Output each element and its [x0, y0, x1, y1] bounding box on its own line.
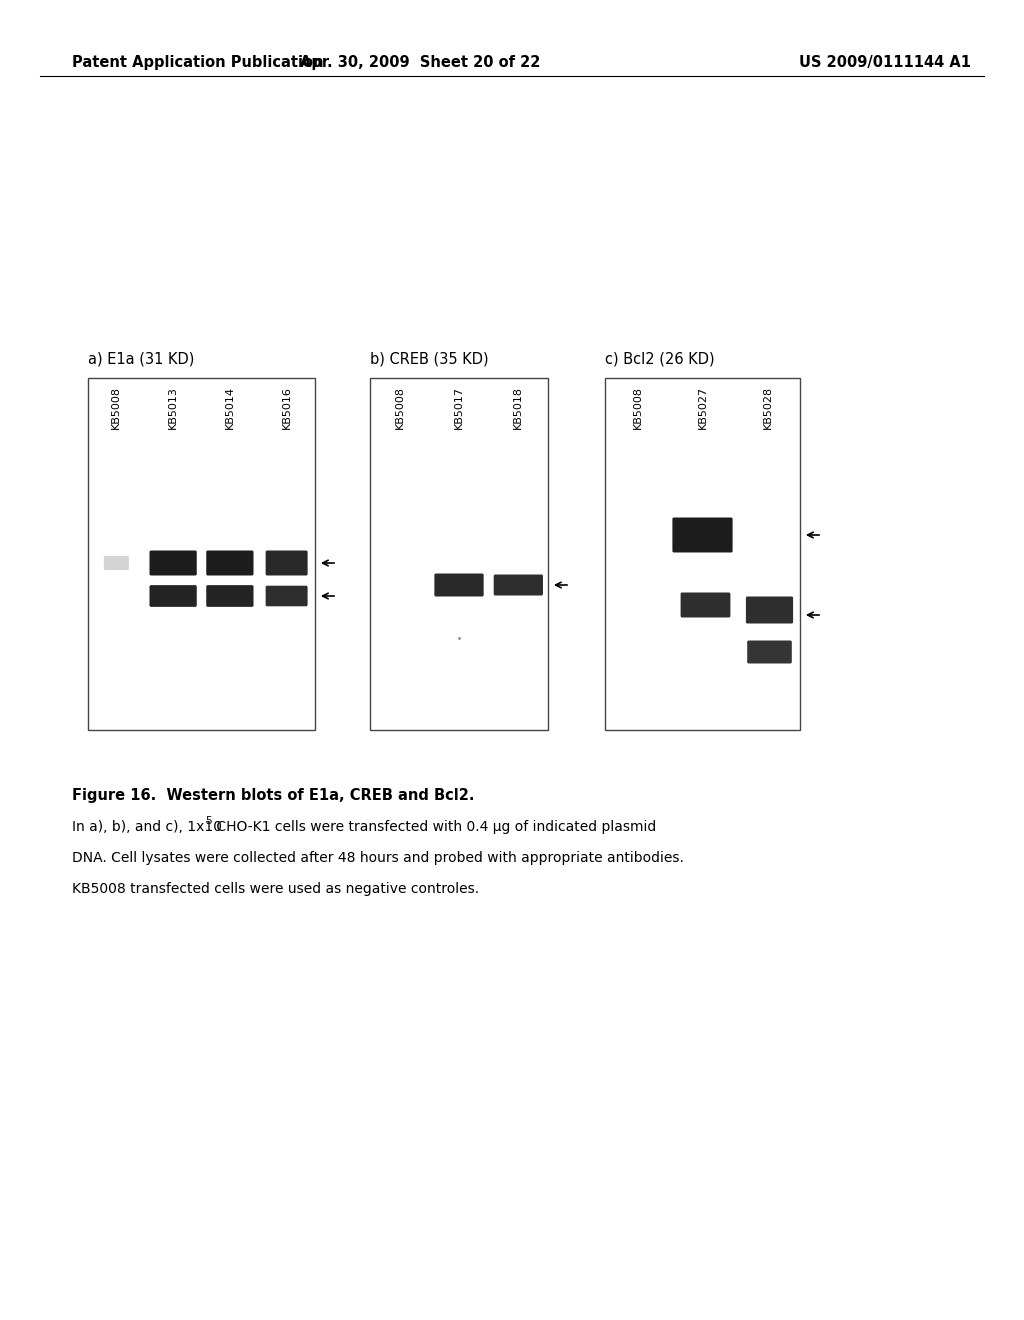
Text: b) CREB (35 KD): b) CREB (35 KD) — [370, 351, 488, 366]
Bar — [88, 378, 315, 730]
Text: KB5008: KB5008 — [633, 385, 642, 429]
Text: KB5014: KB5014 — [225, 385, 234, 429]
Text: KB5016: KB5016 — [282, 385, 292, 429]
Text: KB5028: KB5028 — [763, 385, 772, 429]
FancyBboxPatch shape — [150, 550, 197, 576]
FancyBboxPatch shape — [494, 574, 543, 595]
Text: KB5027: KB5027 — [697, 385, 708, 429]
Text: KB5008: KB5008 — [112, 385, 122, 429]
Bar — [370, 378, 548, 730]
FancyBboxPatch shape — [265, 586, 307, 606]
Text: In a), b), and c), 1x10: In a), b), and c), 1x10 — [72, 820, 222, 834]
Text: KB5017: KB5017 — [454, 385, 464, 429]
FancyBboxPatch shape — [673, 517, 732, 553]
Text: KB5008: KB5008 — [394, 385, 404, 429]
Text: DNA. Cell lysates were collected after 48 hours and probed with appropriate anti: DNA. Cell lysates were collected after 4… — [72, 851, 684, 865]
Text: KB5013: KB5013 — [168, 385, 178, 429]
FancyBboxPatch shape — [103, 556, 129, 570]
Text: 5: 5 — [205, 816, 212, 826]
FancyBboxPatch shape — [748, 640, 792, 664]
FancyBboxPatch shape — [265, 550, 307, 576]
FancyBboxPatch shape — [206, 550, 254, 576]
Text: KB5018: KB5018 — [513, 385, 523, 429]
Text: Figure 16.  Western blots of E1a, CREB and Bcl2.: Figure 16. Western blots of E1a, CREB an… — [72, 788, 474, 803]
FancyBboxPatch shape — [745, 597, 794, 623]
Text: Patent Application Publication: Patent Application Publication — [72, 54, 324, 70]
FancyBboxPatch shape — [681, 593, 730, 618]
FancyBboxPatch shape — [434, 573, 483, 597]
Text: US 2009/0111144 A1: US 2009/0111144 A1 — [799, 54, 971, 70]
Text: Apr. 30, 2009  Sheet 20 of 22: Apr. 30, 2009 Sheet 20 of 22 — [300, 54, 541, 70]
Bar — [605, 378, 800, 730]
FancyBboxPatch shape — [150, 585, 197, 607]
Text: CHO-K1 cells were transfected with 0.4 μg of indicated plasmid: CHO-K1 cells were transfected with 0.4 μ… — [212, 820, 656, 834]
Text: a) E1a (31 KD): a) E1a (31 KD) — [88, 351, 195, 366]
Text: KB5008 transfected cells were used as negative controles.: KB5008 transfected cells were used as ne… — [72, 882, 479, 896]
FancyBboxPatch shape — [206, 585, 254, 607]
Text: c) Bcl2 (26 KD): c) Bcl2 (26 KD) — [605, 351, 715, 366]
